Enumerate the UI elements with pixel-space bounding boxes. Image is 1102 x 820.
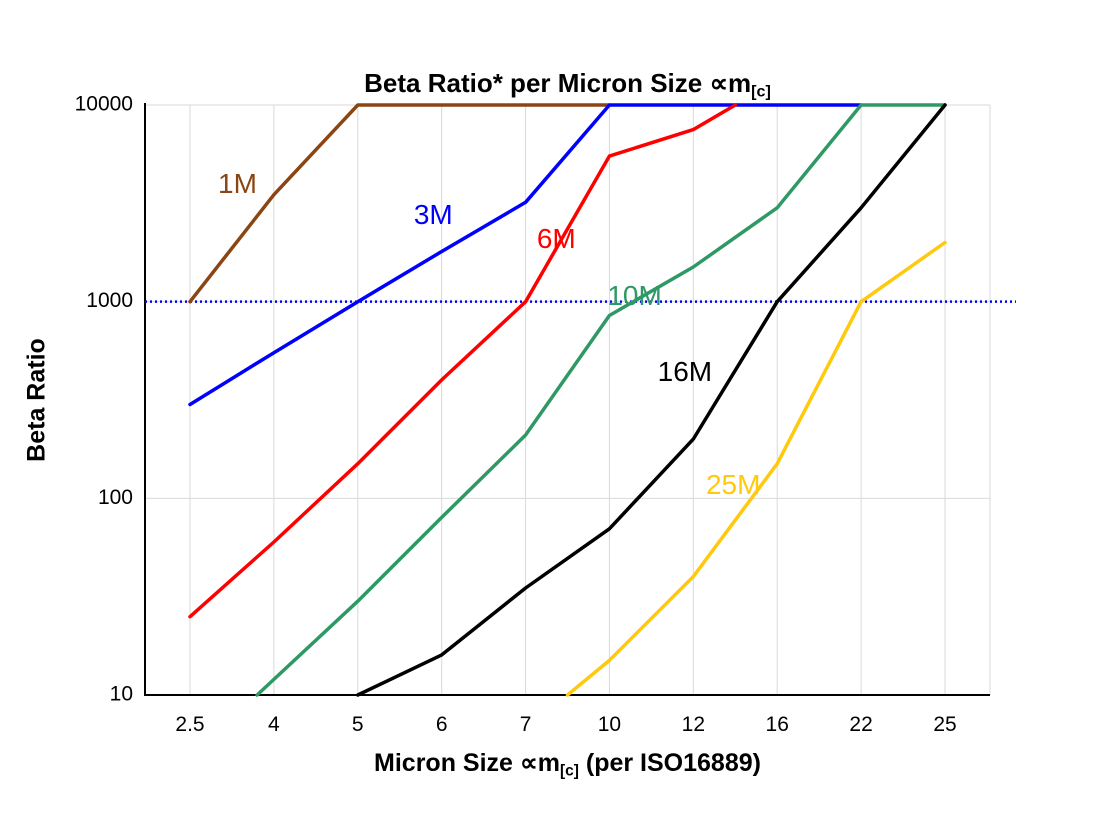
- x-tick-label: 7: [520, 713, 532, 736]
- x-tick-label: 10: [598, 713, 621, 736]
- x-axis-title-subscript: [c]: [559, 762, 579, 780]
- y-tick-label: 1000: [86, 289, 133, 312]
- series-label-25M: 25M: [706, 469, 760, 500]
- x-tick-label: 6: [436, 713, 448, 736]
- series-label-16M: 16M: [658, 356, 712, 387]
- series-line-10M: [255, 103, 947, 697]
- chart-title: Beta Ratio* per Micron Size ∝m[c]: [145, 68, 990, 102]
- x-tick-label: 5: [352, 713, 364, 736]
- series-line-16M: [356, 103, 947, 697]
- y-tick-label: 100: [98, 486, 133, 509]
- series-line-6M: [188, 103, 738, 619]
- x-tick-label: 22: [849, 713, 872, 736]
- x-tick-label: 25: [933, 713, 956, 736]
- series-line-3M: [188, 103, 863, 407]
- series-line-25M: [565, 240, 947, 697]
- series-label-6M: 6M: [537, 223, 576, 254]
- series-label-10M: 10M: [607, 280, 661, 311]
- x-tick-label: 2.5: [175, 713, 204, 736]
- series-line-1M: [188, 103, 612, 304]
- y-tick-label: 10000: [75, 93, 133, 116]
- y-axis-title: Beta Ratio: [22, 338, 51, 462]
- x-axis-title-text: Micron Size ∝m: [374, 749, 560, 777]
- x-axis-title-suffix: (per ISO16889): [578, 749, 761, 777]
- x-axis-title: Micron Size ∝m[c] (per ISO16889): [145, 748, 990, 780]
- series-label-1M: 1M: [218, 168, 257, 199]
- y-tick-label: 10: [110, 683, 133, 706]
- series-label-3M: 3M: [414, 199, 453, 230]
- x-tick-label: 16: [766, 713, 789, 736]
- chart-title-subscript: [c]: [751, 82, 771, 101]
- chart-title-text: Beta Ratio* per Micron Size ∝m: [364, 68, 752, 98]
- x-tick-label: 4: [268, 713, 280, 736]
- x-tick-label: 12: [682, 713, 705, 736]
